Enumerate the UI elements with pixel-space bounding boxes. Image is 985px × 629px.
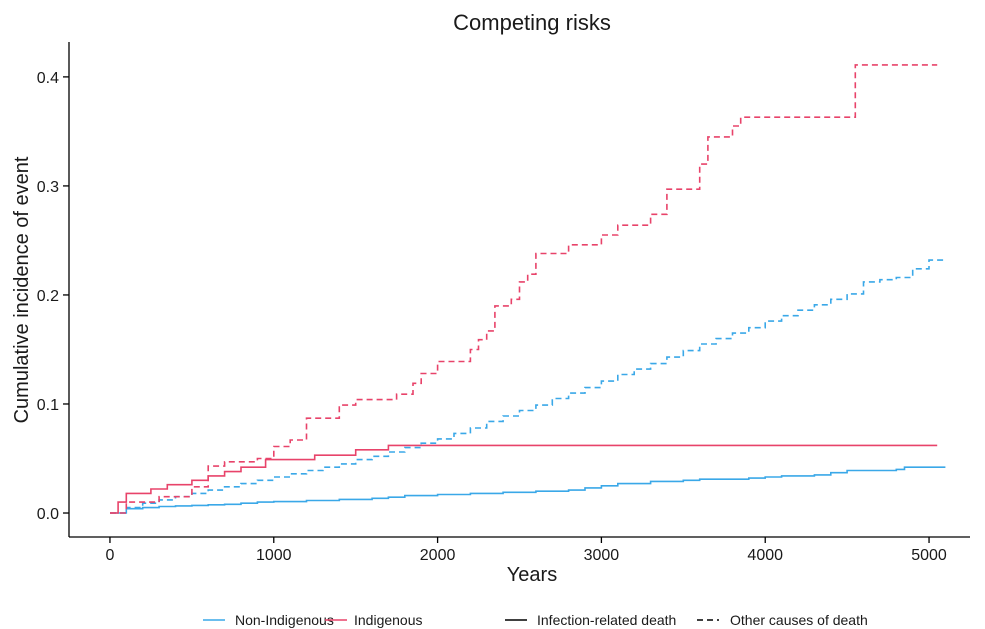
x-tick-label: 3000 [584, 547, 620, 564]
chart-title: Competing risks [453, 10, 611, 35]
legend-label-infection-related: Infection-related death [537, 612, 676, 628]
x-ticks: 0 1000 2000 3000 4000 5000 [106, 537, 947, 564]
legend: Non-Indigenous Indigenous Infection-rela… [203, 612, 868, 628]
y-tick-label: 0.4 [37, 70, 59, 87]
x-axis-label: Years [507, 564, 557, 586]
legend-label-other-causes: Other causes of death [730, 612, 868, 628]
axes [68, 42, 970, 538]
x-tick-label: 5000 [911, 547, 947, 564]
x-tick-label: 2000 [420, 547, 456, 564]
legend-label-non-indigenous: Non-Indigenous [235, 612, 334, 628]
series-layer [110, 64, 946, 514]
y-tick-label: 0.3 [37, 179, 59, 196]
x-tick-label: 4000 [747, 547, 783, 564]
y-tick-label: 0.1 [37, 397, 59, 414]
y-axis-label: Cumulative incidence of event [11, 156, 33, 423]
y-tick-label: 0.2 [37, 288, 59, 305]
series-non-indigenous-infection-related [110, 466, 946, 514]
x-tick-label: 0 [106, 547, 115, 564]
x-tick-label: 1000 [256, 547, 292, 564]
y-ticks: 0.0 0.1 0.2 0.3 0.4 [37, 70, 69, 523]
y-tick-label: 0.0 [37, 506, 59, 523]
series-non-indigenous-other-causes [110, 259, 946, 514]
series-indigenous-infection-related [110, 444, 938, 514]
legend-label-indigenous: Indigenous [354, 612, 423, 628]
